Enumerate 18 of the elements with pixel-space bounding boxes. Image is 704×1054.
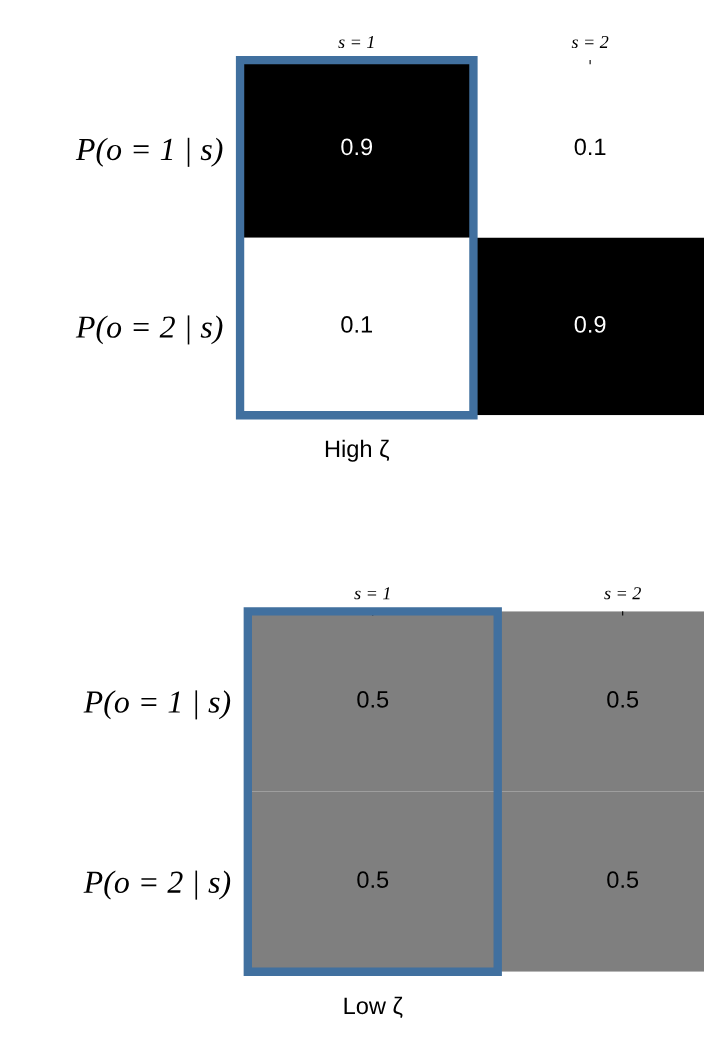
data-label: 0.5 — [357, 691, 389, 708]
x-tick-label: s = 1 — [354, 587, 390, 600]
y-tick-label: P(o = 1 | s) — [83, 690, 231, 720]
data-label: 0.5 — [607, 871, 639, 889]
data-label: 0.9 — [341, 138, 373, 156]
data-label: 0.5 — [607, 691, 639, 708]
x-tick-label: s = 2 — [571, 35, 609, 49]
x-axis-title: Low ζ — [344, 996, 403, 1019]
y-tick-label: P(o = 2 | s) — [75, 315, 223, 345]
data-label: 0.1 — [574, 138, 606, 156]
y-tick-label: P(o = 1 | s) — [75, 137, 223, 167]
x-axis-title: High ζ — [325, 439, 390, 462]
data-label: 0.9 — [574, 316, 606, 333]
y-tick-label: P(o = 2 | s) — [83, 870, 231, 900]
x-tick-label: s = 1 — [338, 35, 374, 49]
data-label: 0.5 — [357, 871, 389, 889]
x-tick-label: s = 2 — [604, 587, 641, 600]
data-label: 0.1 — [341, 316, 373, 333]
